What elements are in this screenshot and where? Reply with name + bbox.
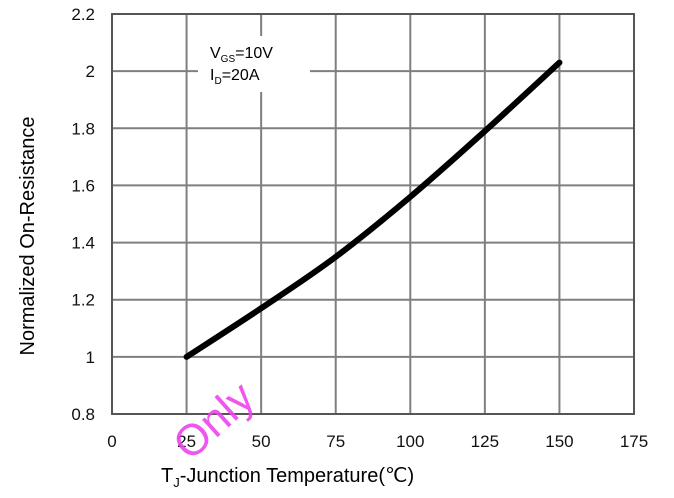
y-tick-label: 1.4: [71, 234, 95, 253]
y-tick-label: 2: [86, 62, 95, 81]
y-tick-label: 1.8: [71, 119, 95, 138]
y-tick-label: 1.2: [71, 291, 95, 310]
x-axis-title: TJ-Junction Temperature(℃): [161, 465, 414, 490]
x-tick-label: 150: [545, 432, 573, 451]
y-tick-label: 0.8: [71, 405, 95, 424]
annotation-vgs: VGS=10V: [210, 45, 273, 65]
x-tick-label: 0: [107, 432, 116, 451]
series-layer: [183, 59, 563, 360]
x-tick-label: 125: [471, 432, 499, 451]
tick-labels: 0 25 50 75 100 125 150 175 0.8 1 1.2 1.4 1.6 1.8 2 2.2: [71, 5, 648, 451]
x-tick-label: 25: [177, 432, 196, 451]
y-tick-label: 1: [86, 348, 95, 367]
series-line: [183, 59, 563, 360]
annotation-background: [198, 36, 310, 92]
y-tick-label: 2.2: [71, 5, 95, 24]
y-tick-label: 1.6: [71, 176, 95, 195]
x-tick-label: 50: [252, 432, 271, 451]
x-tick-label: 100: [396, 432, 424, 451]
watermark: Only: [164, 372, 264, 469]
annotation-id: ID=20A: [210, 67, 260, 87]
grid: [111, 13, 635, 415]
x-tick-label: 75: [326, 432, 345, 451]
plot-frame: [111, 13, 635, 415]
x-tick-label: 175: [620, 432, 648, 451]
y-axis-title: Normalized On-Resistance: [17, 117, 39, 356]
